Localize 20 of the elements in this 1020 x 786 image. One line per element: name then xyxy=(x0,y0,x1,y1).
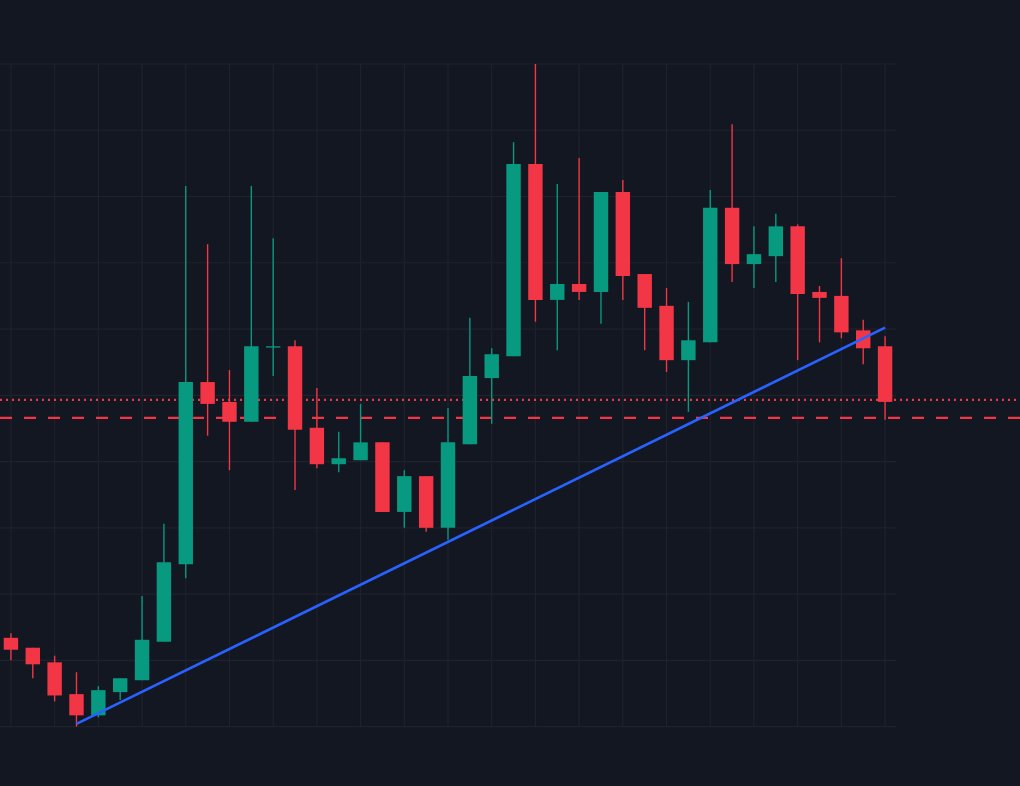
candlestick xyxy=(112,677,128,701)
candlestick xyxy=(550,183,565,351)
candlestick xyxy=(353,403,368,461)
candlestick xyxy=(3,632,19,662)
candlestick xyxy=(47,655,62,703)
candlestick xyxy=(746,225,762,289)
candlestick xyxy=(69,671,84,728)
candlestick xyxy=(397,469,412,529)
candlestick xyxy=(484,347,499,425)
candlestick xyxy=(331,431,346,473)
candlestick xyxy=(265,237,281,377)
candlestick xyxy=(637,273,652,351)
candlestick xyxy=(681,301,696,413)
candlestick xyxy=(91,685,106,719)
candlestick xyxy=(812,285,827,343)
candlestick xyxy=(25,647,40,679)
candlestick xyxy=(571,157,587,301)
candlestick xyxy=(834,257,849,340)
candlestick xyxy=(768,213,784,283)
candlestick xyxy=(134,595,150,681)
